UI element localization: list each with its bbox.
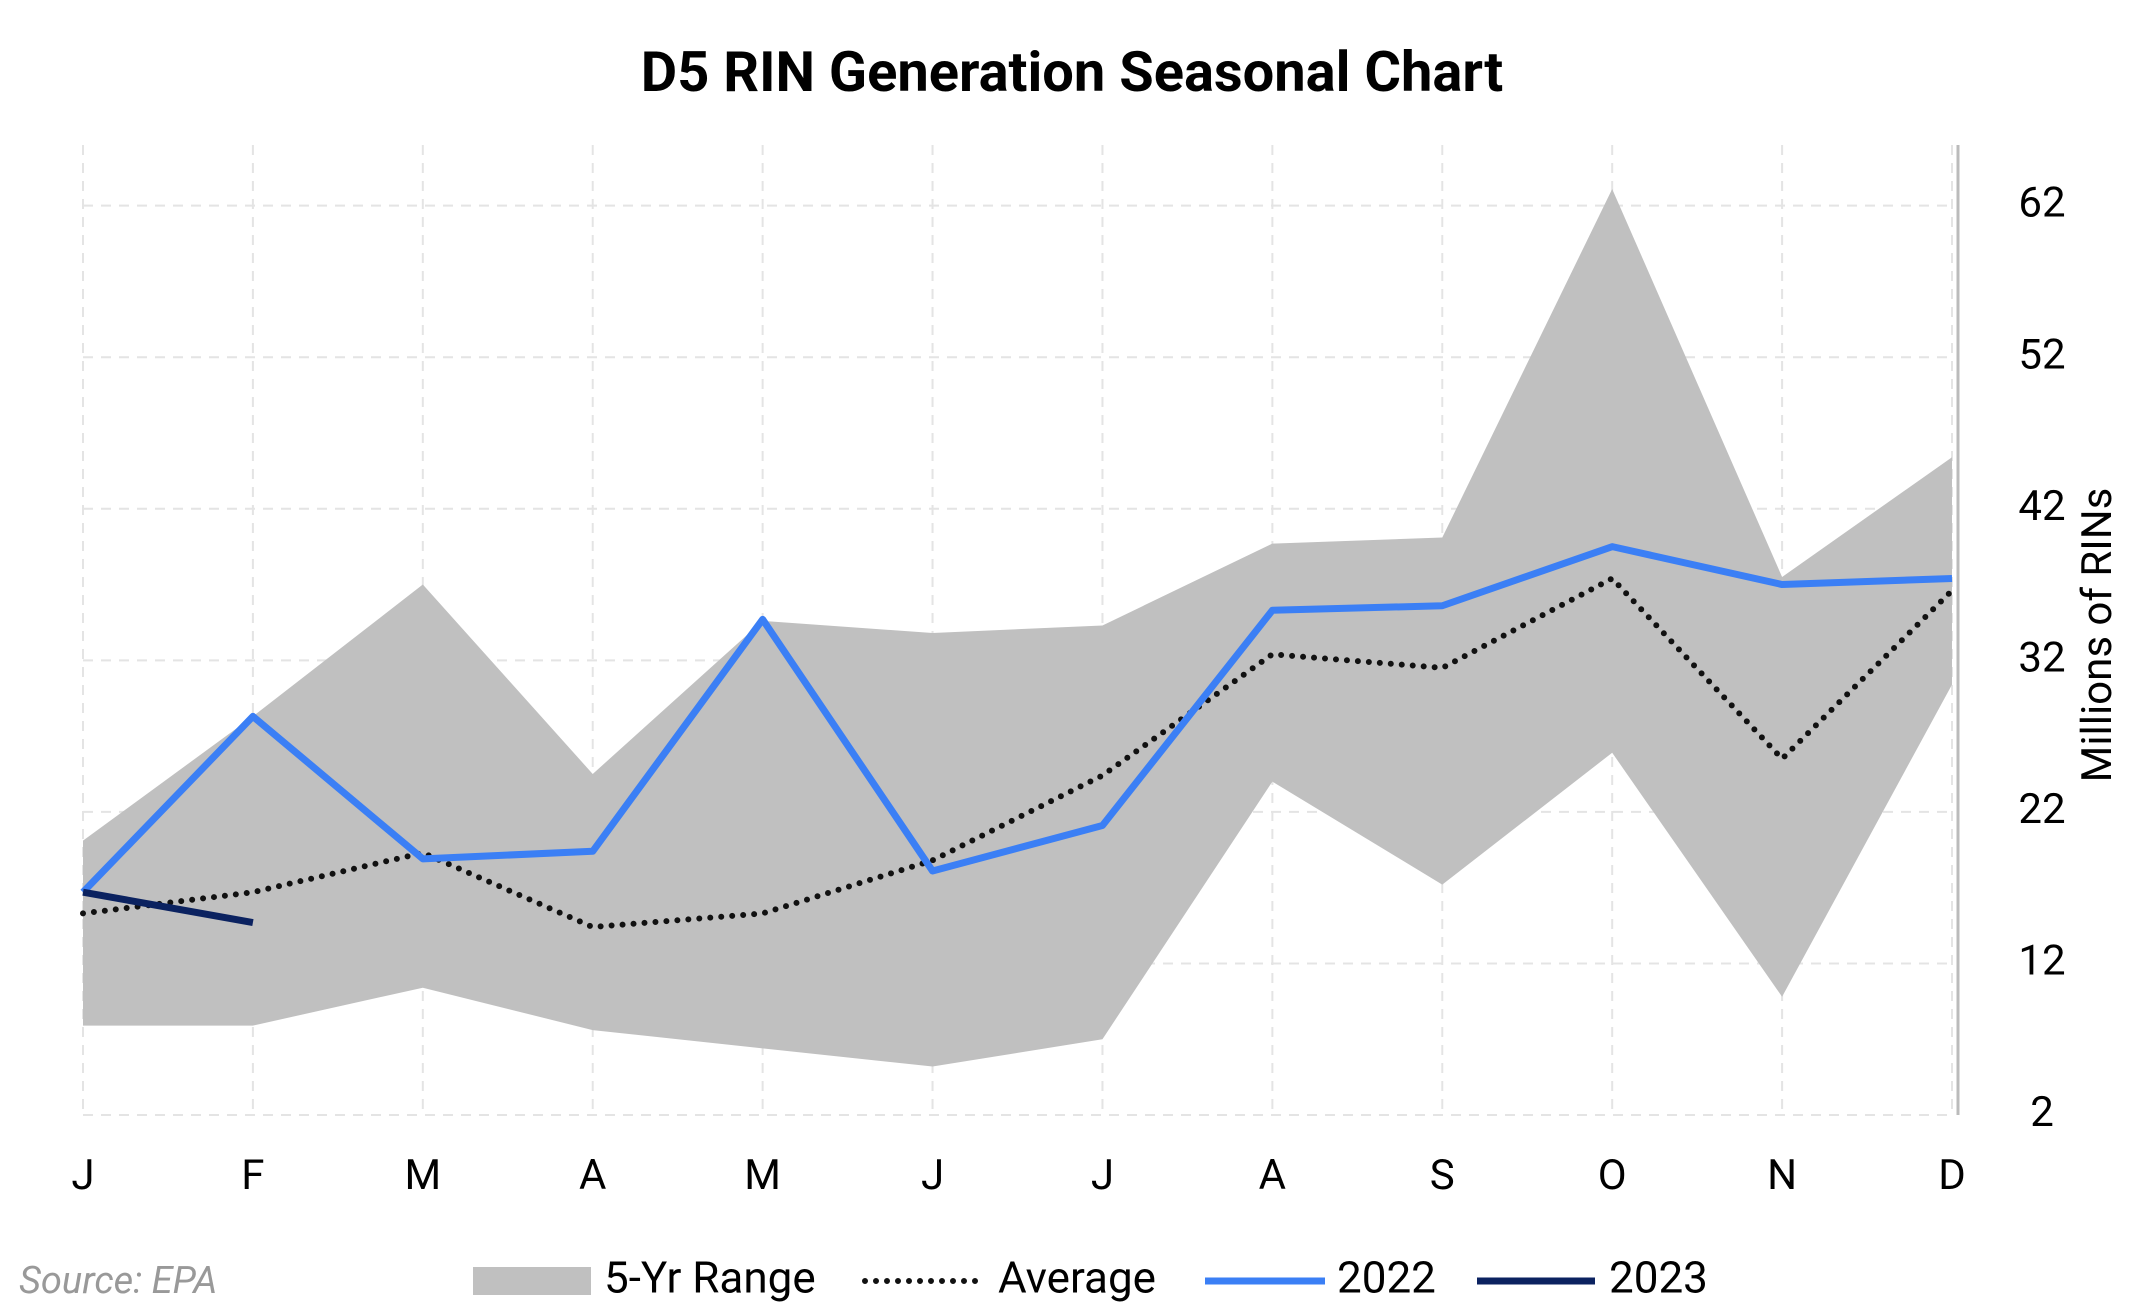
y-tick-label: 52: [2018, 330, 2065, 379]
legend-label: Average: [998, 1252, 1156, 1304]
x-tick-label: J: [1091, 1151, 1114, 1200]
y-tick-label: 2: [2030, 1088, 2054, 1137]
x-tick-label: M: [744, 1151, 781, 1200]
y-tick-label: 12: [2018, 937, 2065, 986]
y-tick-label: 62: [2018, 179, 2065, 228]
x-tick-label: F: [241, 1151, 264, 1200]
y-tick-label: 22: [2018, 785, 2065, 834]
y-tick-label: 32: [2018, 633, 2065, 682]
x-tick-label: A: [579, 1151, 606, 1200]
x-tick-label: J: [71, 1151, 94, 1200]
x-tick-label: J: [921, 1151, 944, 1200]
source: Source: EPA: [19, 1259, 217, 1303]
chart-title: D5 RIN Generation Seasonal Chart: [641, 39, 1503, 105]
x-tick-label: D: [1938, 1151, 1966, 1200]
x-tick-label: M: [404, 1151, 441, 1200]
legend-label: 2023: [1609, 1252, 1708, 1304]
legend-swatch: [473, 1267, 591, 1295]
y-tick-label: 42: [2018, 482, 2065, 531]
x-tick-label: A: [1259, 1151, 1286, 1200]
series-line: [82, 888, 254, 926]
legend-label: 5-Yr Range: [604, 1252, 816, 1304]
series-line: [80, 543, 1953, 895]
x-tick-label: N: [1767, 1151, 1797, 1200]
x-tick-label: S: [1430, 1151, 1455, 1200]
series-line: [80, 574, 1955, 931]
legend-label: 2022: [1337, 1252, 1436, 1304]
y-axis-label: Millions of RINs: [2073, 488, 2122, 783]
range-area: [83, 188, 1952, 1067]
x-tick-label: O: [1598, 1151, 1627, 1200]
